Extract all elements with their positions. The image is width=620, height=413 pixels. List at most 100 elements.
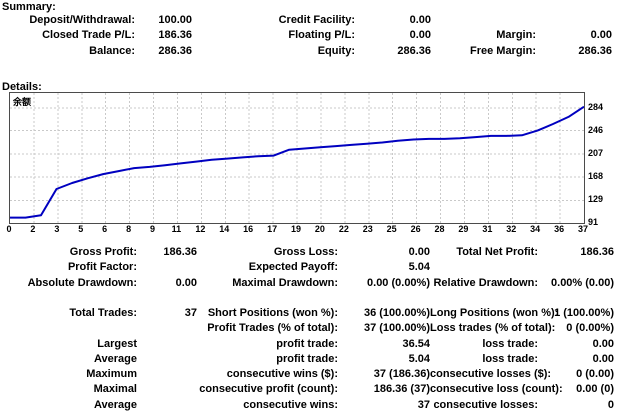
y-tick-label: 246 <box>588 124 604 135</box>
stat-label: loss trade: <box>482 337 538 350</box>
y-tick-label: 91 <box>588 217 599 227</box>
stat-label: Profit Trades (% of total): <box>207 322 338 335</box>
balance-line <box>10 105 585 219</box>
x-tick-label: 34 <box>530 224 541 234</box>
stat-value: 0.00 <box>592 337 614 350</box>
stat-value: 186.36 <box>158 29 192 42</box>
stat-row: Maximal consecutive profit (count): 186.36… <box>0 382 620 397</box>
stat-row: Balance: 286.36 Equity: 286.36 Free Margin: 2… <box>0 44 620 59</box>
stat-label: profit trade: <box>276 337 338 350</box>
stat-value: 0 (0.00%) <box>566 322 614 335</box>
x-tick-label: 5 <box>78 224 84 234</box>
stat-label: Average <box>93 352 137 365</box>
stat-label: Loss trades (% of total): <box>430 322 556 335</box>
x-tick-label: 8 <box>126 224 132 234</box>
stat-label: Short Positions (won %): <box>207 307 338 319</box>
stat-row: Absolute Drawdown: 0.00 Maximal Drawdown: 0… <box>0 276 620 291</box>
stat-label: Closed Trade P/L: <box>42 29 135 42</box>
summary-table: Deposit/Withdrawal: 100.00 Credit Facility… <box>0 13 620 59</box>
stat-label: Floating P/L: <box>288 29 355 42</box>
stat-value <box>137 260 197 275</box>
stat-value: 5.04 <box>408 261 430 274</box>
stat-value: 286.36 <box>158 44 192 57</box>
stat-row: Total Trades: 37 Short Positions (won %): 3… <box>0 306 620 321</box>
details-heading: Details: <box>2 81 42 93</box>
stat-label: consecutive losses ($): <box>430 368 552 381</box>
stat-value: 0.00% (0.00) <box>551 276 614 289</box>
stat-label: Largest <box>97 337 137 350</box>
stat-label: Average <box>93 398 137 411</box>
stat-value: 37 <box>417 398 430 411</box>
stat-value: 286.36 <box>578 44 612 57</box>
stat-label: Maximal <box>93 383 137 396</box>
x-tick-label: 28 <box>434 224 445 234</box>
stat-row: Gross Profit: 186.36 Gross Loss: 0.00 Total … <box>0 245 620 260</box>
stat-label <box>0 321 137 336</box>
stat-row: Deposit/Withdrawal: 100.00 Credit Facility… <box>0 13 620 28</box>
stat-label: Absolute Drawdown: <box>27 276 137 289</box>
stat-value: 0.00 <box>592 352 614 365</box>
stat-row: Maximum consecutive wins ($): 37 (186.36) c… <box>0 367 620 382</box>
stat-value: 0 <box>607 398 614 411</box>
stat-label: Balance: <box>89 44 135 57</box>
stat-value: 100.00 <box>158 14 192 26</box>
stat-label: Maximum <box>86 368 137 381</box>
stat-label: loss trade: <box>482 352 538 365</box>
x-tick-label: 11 <box>171 224 182 234</box>
stat-label: Total Trades: <box>69 307 137 319</box>
stat-value <box>137 352 197 367</box>
stat-row: Largest profit trade: 36.54 loss trade: 0.00 <box>0 337 620 352</box>
stat-value: 5.04 <box>408 352 430 365</box>
stat-label: Margin: <box>496 29 536 42</box>
stat-label: Long Positions (won %): <box>430 307 559 319</box>
stat-label: Profit Factor: <box>67 261 137 274</box>
stat-label: Credit Facility: <box>278 14 355 26</box>
chart-series-label: 余额 <box>13 97 32 107</box>
stat-value: 0.00 (0) <box>576 383 614 396</box>
x-tick-label: 31 <box>482 224 493 234</box>
x-tick-label: 12 <box>195 224 206 234</box>
x-tick-label: 14 <box>219 224 230 234</box>
stat-label <box>431 13 536 28</box>
stat-row: Closed Trade P/L: 186.36 Floating P/L: 0.00… <box>0 28 620 43</box>
y-tick-label: 207 <box>588 147 604 158</box>
stat-value: 0.00 <box>409 14 431 26</box>
stat-value <box>536 13 612 28</box>
summary-heading: Summary: <box>2 1 56 13</box>
stat-label: Gross Profit: <box>69 246 137 258</box>
stat-label: Deposit/Withdrawal: <box>29 14 135 26</box>
stat-label: Expected Payoff: <box>248 261 338 274</box>
stat-label: Equity: <box>317 44 355 57</box>
stat-label: consecutive wins ($): <box>226 368 338 381</box>
x-tick-label: 29 <box>458 224 469 234</box>
stat-row: Average consecutive wins: 37 consecutive lo… <box>0 398 620 413</box>
y-tick-label: 129 <box>588 194 604 205</box>
x-tick-label: 20 <box>314 224 325 234</box>
x-tick-label: 3 <box>54 224 60 234</box>
stat-row: Profit Factor: Expected Payoff: 5.04 <box>0 260 620 275</box>
stat-label: Gross Loss: <box>273 246 338 258</box>
x-tick-label: 6 <box>102 224 108 234</box>
stat-value <box>137 398 197 413</box>
x-tick-label: 2 <box>30 224 36 234</box>
stat-value: 0.00 <box>590 29 612 42</box>
stat-label: Relative Drawdown: <box>433 276 538 289</box>
stat-row: Average profit trade: 5.04 loss trade: 0.00 <box>0 352 620 367</box>
stat-value: 1 (100.00%) <box>554 307 614 319</box>
x-tick-label: 16 <box>243 224 254 234</box>
stat-value: 37 <box>184 307 197 319</box>
stat-value: 0.00 (0.00%) <box>367 276 430 289</box>
stat-value: 186.36 (37) <box>373 383 430 396</box>
stat-value: 0.00 <box>408 246 430 258</box>
stat-label: consecutive losses: <box>433 398 538 411</box>
stat-label <box>430 260 538 275</box>
stat-value <box>137 367 197 382</box>
stat-label: Maximal Drawdown: <box>232 276 338 289</box>
x-tick-label: 23 <box>362 224 373 234</box>
stat-value <box>137 321 197 336</box>
stat-value: 286.36 <box>397 44 431 57</box>
stat-label: consecutive profit (count): <box>199 383 338 396</box>
stat-value: 0.00 <box>175 276 197 289</box>
stat-value: 37 (100.00%) <box>363 322 430 335</box>
details-stats-bottom: Total Trades: 37 Short Positions (won %): 3… <box>0 306 620 413</box>
